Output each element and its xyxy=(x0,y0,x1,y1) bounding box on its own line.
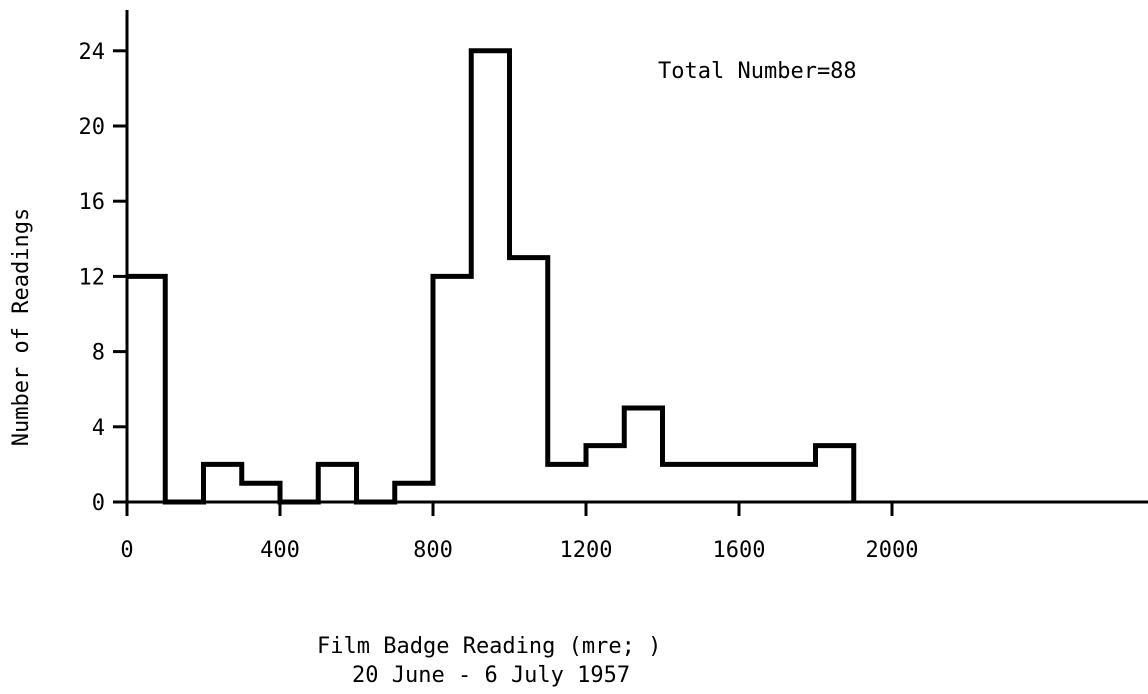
histogram-bin xyxy=(318,464,356,502)
histogram-bin xyxy=(548,464,586,502)
x-axis-title: Film Badge Reading (mre; ) xyxy=(317,634,662,659)
x-tick-label: 2000 xyxy=(866,538,919,563)
chart-subtitle: 20 June - 6 July 1957 xyxy=(352,663,631,688)
histogram-bin xyxy=(204,464,242,502)
axes-group xyxy=(113,10,1148,516)
y-tick-label: 8 xyxy=(92,341,105,366)
histogram-bin xyxy=(701,464,739,502)
histogram-bin xyxy=(586,446,624,502)
histogram-bin xyxy=(624,408,662,502)
histogram-bin xyxy=(739,464,777,502)
histogram-bin xyxy=(816,446,854,502)
histogram-bin xyxy=(433,276,471,502)
x-tick-label: 0 xyxy=(120,538,133,563)
histogram-bin xyxy=(777,464,815,502)
histogram-bin xyxy=(510,258,548,502)
x-tick-label: 400 xyxy=(260,538,300,563)
y-ticks-group: 0 4 8 12 16 20 24 xyxy=(79,40,127,516)
y-tick-label: 4 xyxy=(92,416,105,441)
y-axis-title: Number of Readings xyxy=(9,208,34,446)
x-tick-label: 1600 xyxy=(713,538,766,563)
histogram-bin xyxy=(127,276,165,502)
histogram-bins-group xyxy=(127,51,854,502)
y-tick-label: 12 xyxy=(79,265,106,290)
histogram-outline xyxy=(127,48,857,505)
x-tick-label: 800 xyxy=(413,538,453,563)
y-tick-label: 24 xyxy=(79,40,106,65)
histogram-bin xyxy=(471,51,509,502)
x-ticks-group: 0 400 800 1200 1600 2000 xyxy=(120,502,918,563)
y-tick-label: 0 xyxy=(92,491,105,516)
y-tick-label: 16 xyxy=(79,190,106,215)
total-number-annotation: Total Number=88 xyxy=(658,59,857,84)
x-tick-label: 1200 xyxy=(560,538,613,563)
histogram-bin xyxy=(663,464,701,502)
histogram-bin xyxy=(395,483,433,502)
histogram-bin xyxy=(242,483,280,502)
y-tick-label: 20 xyxy=(79,115,106,140)
